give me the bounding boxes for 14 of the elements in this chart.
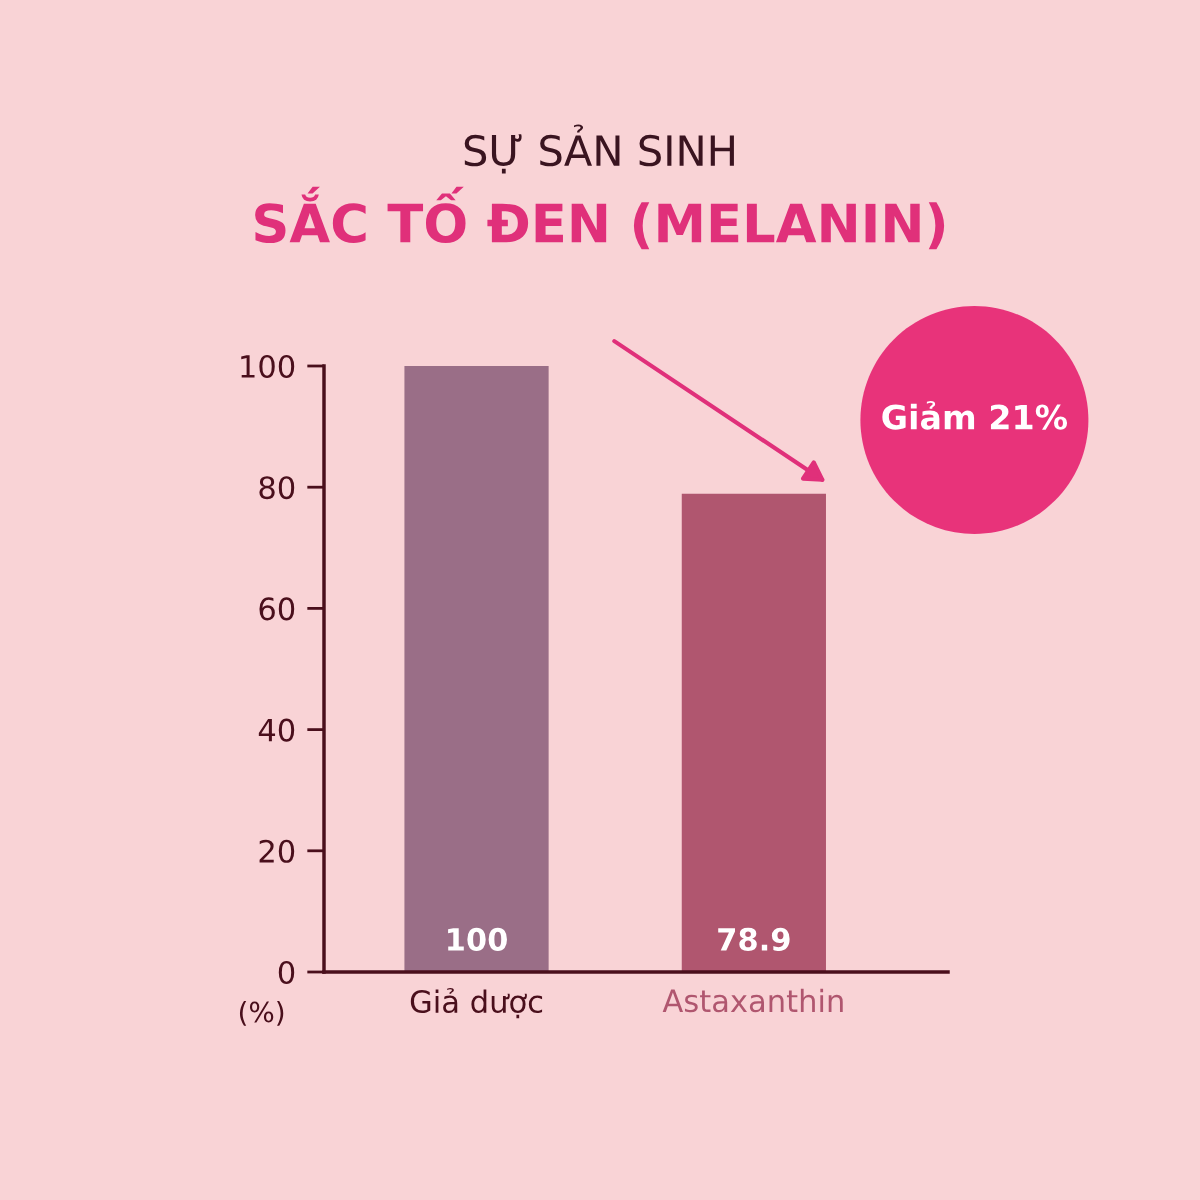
y-tick-label: 60 [259, 597, 295, 621]
data-label: 100 [448, 927, 507, 951]
data-label: 78.9 [718, 927, 790, 951]
y-axis-title: (%) [239, 1001, 284, 1026]
chart-subtitle: SẮC TỐ ĐEN (MELANIN) [255, 186, 945, 250]
y-tick-label: 0 [278, 960, 295, 985]
x-tick-label: Astaxanthin [662, 988, 843, 1013]
y-tick-label: 80 [259, 476, 295, 500]
y-tick-label: 20 [259, 839, 295, 863]
y-tick-label: 100 [241, 354, 295, 379]
y-tick-label: 40 [258, 718, 295, 742]
x-tick-label: Giả dược [410, 987, 543, 1019]
chart-title: SỰ SẢN SINH [464, 124, 734, 174]
annotation: Giảm 21% [882, 401, 1068, 430]
